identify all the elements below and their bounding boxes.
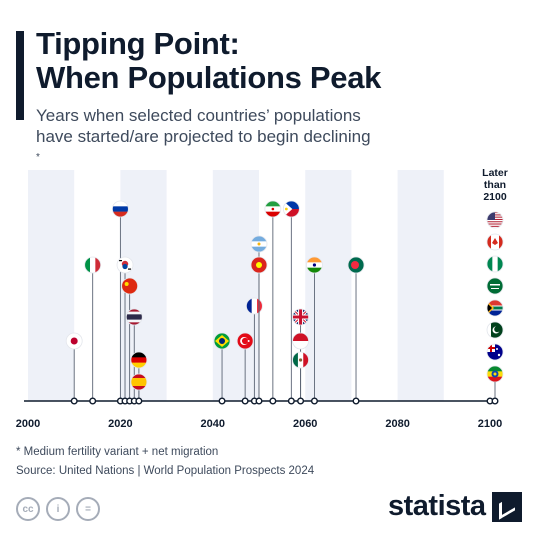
axis-marker-2053 [269,397,277,405]
subtitle-line-2-text: have started/are projected to begin decl… [36,127,371,146]
indonesia-flag [292,333,309,349]
title-line-2: When Populations Peak [36,60,382,95]
title-line-1: Tipping Point: [36,26,240,61]
cc-icon: cc [16,497,40,521]
canada-flag [487,234,503,250]
decade-band-3 [305,170,352,401]
saudi-arabia-flag [487,278,503,294]
no-derivatives-icon: = [76,497,100,521]
brand-logo: statista [388,490,522,523]
uk-flag [292,309,309,325]
nigeria-flag [487,256,503,272]
brazil-flag [214,333,231,349]
philippines-flag [283,201,300,217]
south-africa-flag [487,300,503,316]
south-korea-flag [117,257,134,273]
italy-flag [84,257,101,273]
vietnam-flag [251,257,267,273]
page-subtitle: Years when selected countries’ populatio… [36,105,456,172]
axis-marker-later [491,397,499,405]
footnote: * Medium fertility variant + net migrati… [16,446,219,458]
timeline-chart: 2000 2020 2040 2060 2080 2100 Later than 2100 [16,167,508,430]
page-title: Tipping Point: When Populations Peak [36,27,381,95]
france-flag [246,298,263,314]
thailand-flag [126,309,143,325]
source-note: Source: United Nations | World Populatio… [16,465,315,477]
india-flag [306,257,323,273]
decade-band-2 [212,170,259,401]
x-tick-label-2080: 2080 [385,418,409,430]
x-tick-label-2060: 2060 [293,418,317,430]
title-accent-bar [16,31,24,120]
subtitle-line-2: have started/are projected to begin decl… [36,126,456,172]
decade-band-0 [28,170,75,401]
axis-marker-2024 [135,397,143,405]
x-tick-label-2020: 2020 [108,418,132,430]
axis-marker-2057 [287,397,295,405]
x-tick-label-2040: 2040 [201,418,225,430]
japan-flag [66,333,83,349]
x-tick-label-2000: 2000 [16,418,40,430]
brand-name: statista [388,490,486,522]
usa-flag [487,212,503,228]
license-icons: cc i = [16,497,100,521]
turkey-flag [237,333,254,349]
australia-flag [487,344,503,360]
axis-marker-2042 [218,397,226,405]
ethiopia-flag [487,366,503,382]
later-than-2100-label: Later than 2100 [482,167,508,203]
brand-mark-icon [491,491,522,522]
axis-marker-2047 [241,397,249,405]
germany-flag [130,352,147,368]
axis-marker-2071 [352,397,360,405]
china-flag [121,278,138,294]
decade-band-4 [397,170,444,401]
russia-flag [112,201,129,217]
axis-marker-2014 [89,397,97,405]
argentina-flag [251,236,267,252]
axis-marker-2010 [70,397,78,405]
x-tick-label-2100: 2100 [478,418,502,430]
attribution-icon: i [46,497,70,521]
subtitle-line-1: Years when selected countries’ populatio… [36,106,361,125]
axis-marker-2059 [297,397,305,405]
subtitle-footnote-marker: * [36,152,40,163]
axis-marker-2050 [255,397,263,405]
axis-marker-2062 [310,397,318,405]
spain-flag [130,374,147,390]
iran-flag [264,201,281,217]
pakistan-flag [487,322,503,338]
mexico-flag [292,352,309,368]
bangladesh-flag [348,257,365,273]
